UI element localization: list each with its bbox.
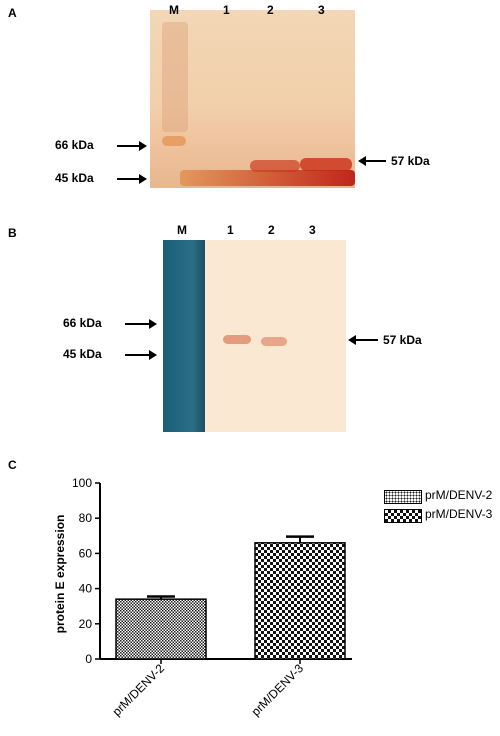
panel-c-letter: C: [8, 458, 17, 472]
legend-swatch-denv2: [384, 490, 422, 504]
marker-66-arrow-a: [117, 141, 147, 151]
lane-label-a-m: M: [169, 3, 179, 17]
band-arrow-b: [348, 335, 378, 345]
bar-chart: 0 20 40 60 80 100 prM/DENV-2 prM/DENV-3 protein…: [53, 476, 352, 719]
gel-membrane-edge-b: [163, 240, 205, 432]
legend-label-denv3: prM/DENV-3: [425, 507, 493, 521]
lane-label-a-2: 2: [267, 3, 274, 17]
y-tick-label: 60: [79, 546, 93, 560]
panel-b-letter: B: [8, 226, 17, 240]
marker-45-arrow-a: [117, 174, 147, 184]
band-label-a: 57 kDa: [391, 154, 430, 168]
lane-label-b-m: M: [177, 223, 187, 237]
marker-45-label-b: 45 kDa: [63, 347, 102, 361]
lane-label-b-1: 1: [227, 223, 234, 237]
x-tick-label: prM/DENV-2: [110, 661, 168, 719]
lane-label-b-3: 3: [309, 223, 316, 237]
lane-label-b-2: 2: [268, 223, 275, 237]
y-tick-label: 100: [72, 476, 92, 490]
y-tick-label: 40: [79, 582, 93, 596]
band-arrow-a: [358, 156, 386, 166]
y-axis-title: protein E expression: [53, 515, 67, 634]
y-tick-label: 0: [85, 652, 92, 666]
y-tick-label: 20: [79, 617, 93, 631]
gel-image-a: [150, 10, 355, 188]
marker-66-label-b: 66 kDa: [63, 316, 102, 330]
marker-66-arrow-b: [125, 319, 157, 329]
x-tick-label: prM/DENV-3: [249, 661, 307, 719]
lane-label-a-1: 1: [223, 3, 230, 17]
bar-prm-denv-3: [254, 542, 346, 660]
legend-label-denv2: prM/DENV-2: [425, 488, 493, 502]
y-tick-label: 80: [79, 511, 93, 525]
band-label-b: 57 kDa: [383, 333, 422, 347]
legend-swatch-denv3: [384, 509, 422, 523]
panel-a-letter: A: [8, 6, 17, 20]
bar-prm-denv-2: [115, 598, 207, 660]
lane-label-a-3: 3: [318, 3, 325, 17]
marker-66-label-a: 66 kDa: [55, 138, 94, 152]
marker-45-arrow-b: [125, 350, 157, 360]
marker-45-label-a: 45 kDa: [55, 171, 94, 185]
